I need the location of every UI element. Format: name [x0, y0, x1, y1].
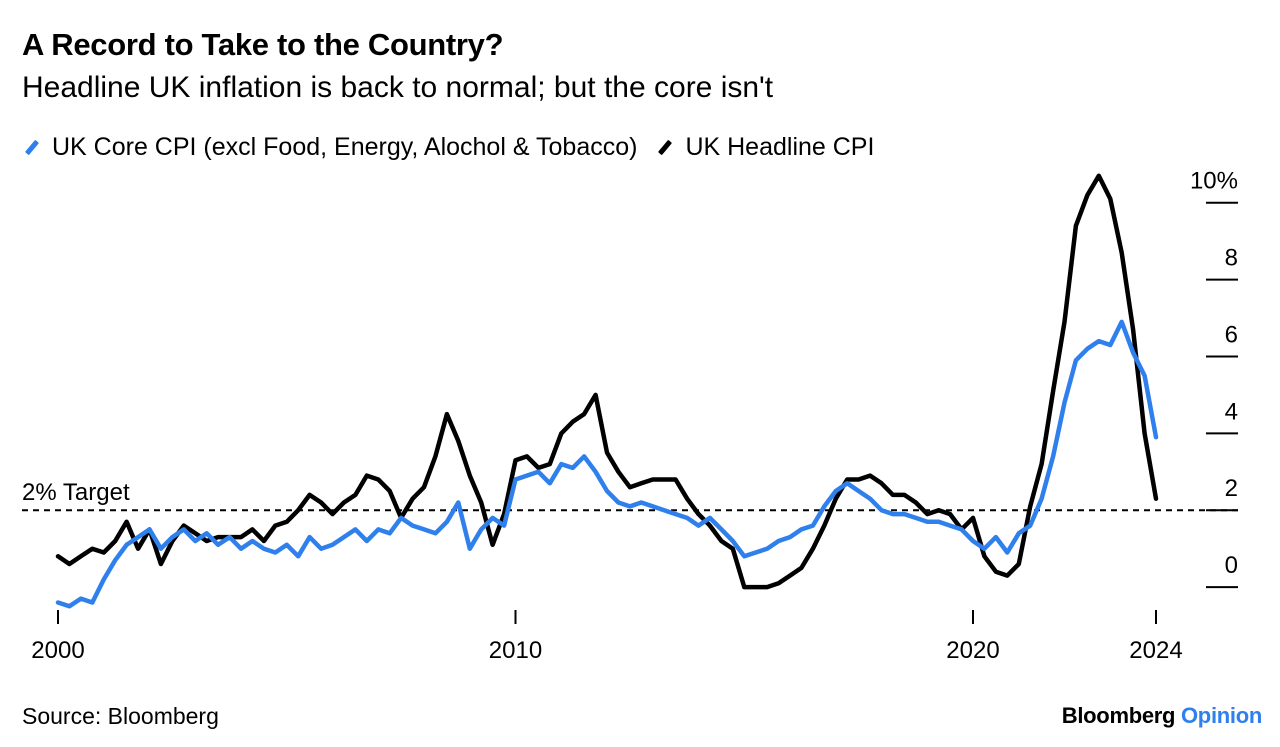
x-tick-label-2000: 2000 — [31, 637, 84, 664]
source-note: Source: Bloomberg — [22, 703, 219, 729]
chart-legend: UK Core CPI (excl Food, Energy, Alochol … — [22, 133, 892, 162]
y-tick-label-4: 4 — [1225, 398, 1238, 425]
y-tick-label-6: 6 — [1225, 321, 1238, 348]
legend-item-core: UK Core CPI (excl Food, Energy, Alochol … — [22, 133, 637, 162]
y-tick-label-2: 2 — [1225, 475, 1238, 502]
brand-primary: Bloomberg — [1061, 703, 1176, 728]
x-tick-label-2020: 2020 — [946, 637, 999, 664]
series-line-headline-cpi — [55, 173, 1159, 590]
y-tick-label-10: 10% — [1190, 168, 1238, 195]
chart-subtitle: Headline UK inflation is back to normal;… — [22, 71, 774, 104]
legend-item-headline: UK Headline CPI — [655, 133, 874, 162]
x-tick-label-2010: 2010 — [489, 637, 542, 664]
series-line-core-cpi — [55, 319, 1159, 609]
x-tick-label-2024: 2024 — [1129, 637, 1182, 664]
chart-title: A Record to Take to the Country? — [22, 27, 504, 62]
target-line-label: 2% Target — [22, 479, 130, 506]
brand-secondary: Opinion — [1181, 703, 1262, 728]
legend-label-core: UK Core CPI (excl Food, Energy, Alochol … — [52, 133, 638, 161]
y-tick-label-0: 0 — [1225, 552, 1238, 579]
legend-label-headline: UK Headline CPI — [685, 133, 875, 161]
y-tick-label-8: 8 — [1225, 245, 1238, 272]
brand-logo: Bloomberg Opinion — [1061, 703, 1263, 729]
